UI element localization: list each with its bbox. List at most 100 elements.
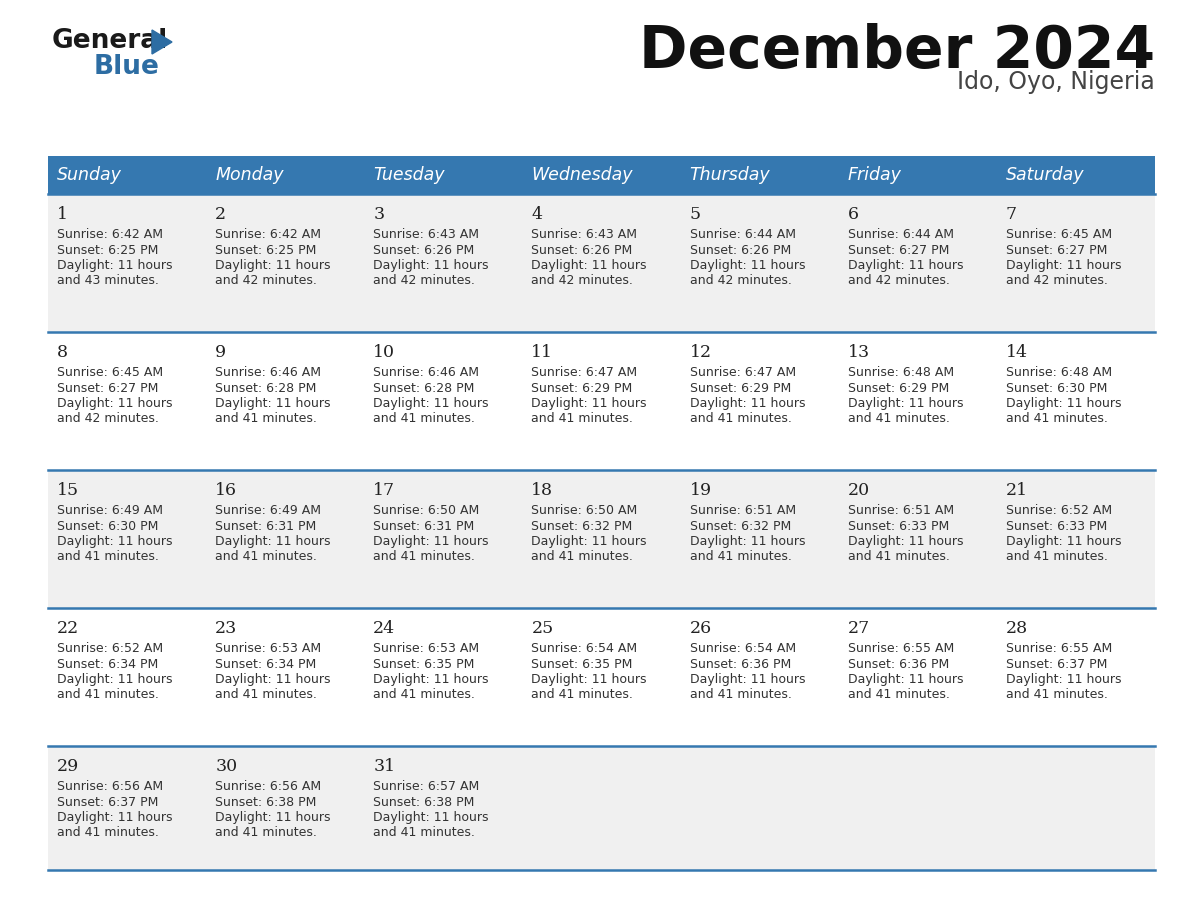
Text: Sunset: 6:25 PM: Sunset: 6:25 PM (57, 243, 158, 256)
Text: Sunrise: 6:47 AM: Sunrise: 6:47 AM (689, 366, 796, 379)
Text: Sunrise: 6:52 AM: Sunrise: 6:52 AM (57, 642, 163, 655)
Text: 24: 24 (373, 620, 396, 637)
Text: 18: 18 (531, 482, 554, 499)
Text: 5: 5 (689, 206, 701, 223)
Text: 16: 16 (215, 482, 238, 499)
Text: and 41 minutes.: and 41 minutes. (848, 688, 949, 701)
Text: Daylight: 11 hours: Daylight: 11 hours (531, 535, 647, 548)
Text: Blue: Blue (94, 54, 160, 80)
Text: Sunrise: 6:52 AM: Sunrise: 6:52 AM (1006, 504, 1112, 517)
Text: and 41 minutes.: and 41 minutes. (848, 412, 949, 426)
Text: Daylight: 11 hours: Daylight: 11 hours (689, 259, 805, 272)
Text: 25: 25 (531, 620, 554, 637)
Text: and 42 minutes.: and 42 minutes. (848, 274, 949, 287)
Text: Sunrise: 6:42 AM: Sunrise: 6:42 AM (215, 228, 321, 241)
Text: 13: 13 (848, 344, 870, 361)
Text: Wednesday: Wednesday (531, 166, 633, 184)
Text: Sunset: 6:28 PM: Sunset: 6:28 PM (215, 382, 316, 395)
Text: Sunset: 6:29 PM: Sunset: 6:29 PM (848, 382, 949, 395)
Text: Sunrise: 6:54 AM: Sunrise: 6:54 AM (689, 642, 796, 655)
Text: and 41 minutes.: and 41 minutes. (215, 826, 317, 839)
Text: 3: 3 (373, 206, 385, 223)
Text: Daylight: 11 hours: Daylight: 11 hours (1006, 673, 1121, 686)
Text: Daylight: 11 hours: Daylight: 11 hours (689, 397, 805, 410)
Text: 12: 12 (689, 344, 712, 361)
Text: Sunrise: 6:57 AM: Sunrise: 6:57 AM (373, 780, 480, 793)
Text: Thursday: Thursday (689, 166, 770, 184)
Text: Daylight: 11 hours: Daylight: 11 hours (531, 397, 647, 410)
Text: Daylight: 11 hours: Daylight: 11 hours (373, 535, 488, 548)
Text: Sunrise: 6:55 AM: Sunrise: 6:55 AM (1006, 642, 1112, 655)
Text: Sunrise: 6:48 AM: Sunrise: 6:48 AM (1006, 366, 1112, 379)
Text: Sunrise: 6:55 AM: Sunrise: 6:55 AM (848, 642, 954, 655)
Text: Daylight: 11 hours: Daylight: 11 hours (373, 811, 488, 824)
Text: and 41 minutes.: and 41 minutes. (848, 551, 949, 564)
Text: Sunset: 6:28 PM: Sunset: 6:28 PM (373, 382, 475, 395)
Text: and 41 minutes.: and 41 minutes. (373, 688, 475, 701)
Text: and 41 minutes.: and 41 minutes. (215, 551, 317, 564)
Text: 29: 29 (57, 758, 80, 775)
Text: Daylight: 11 hours: Daylight: 11 hours (373, 397, 488, 410)
Text: Sunday: Sunday (57, 166, 122, 184)
Text: Sunset: 6:34 PM: Sunset: 6:34 PM (215, 657, 316, 670)
Text: Daylight: 11 hours: Daylight: 11 hours (531, 673, 647, 686)
Text: Sunset: 6:33 PM: Sunset: 6:33 PM (1006, 520, 1107, 532)
Text: Sunrise: 6:56 AM: Sunrise: 6:56 AM (215, 780, 321, 793)
Text: and 41 minutes.: and 41 minutes. (1006, 551, 1107, 564)
Text: and 41 minutes.: and 41 minutes. (531, 551, 633, 564)
Text: 2: 2 (215, 206, 226, 223)
Text: General: General (52, 28, 169, 54)
Text: 20: 20 (848, 482, 870, 499)
Text: Sunset: 6:35 PM: Sunset: 6:35 PM (531, 657, 633, 670)
Text: Sunset: 6:38 PM: Sunset: 6:38 PM (373, 796, 475, 809)
Text: Sunset: 6:26 PM: Sunset: 6:26 PM (689, 243, 791, 256)
Text: 4: 4 (531, 206, 543, 223)
Text: Daylight: 11 hours: Daylight: 11 hours (215, 535, 330, 548)
Text: Sunrise: 6:49 AM: Sunrise: 6:49 AM (215, 504, 321, 517)
Text: 9: 9 (215, 344, 226, 361)
Text: Sunrise: 6:42 AM: Sunrise: 6:42 AM (57, 228, 163, 241)
Text: Sunset: 6:25 PM: Sunset: 6:25 PM (215, 243, 316, 256)
Bar (48, 746, 1155, 870)
Text: Sunset: 6:29 PM: Sunset: 6:29 PM (689, 382, 791, 395)
Text: and 41 minutes.: and 41 minutes. (373, 412, 475, 426)
Text: Sunset: 6:26 PM: Sunset: 6:26 PM (531, 243, 633, 256)
Text: and 41 minutes.: and 41 minutes. (215, 688, 317, 701)
Text: Sunset: 6:31 PM: Sunset: 6:31 PM (215, 520, 316, 532)
Text: Daylight: 11 hours: Daylight: 11 hours (848, 535, 963, 548)
Text: and 41 minutes.: and 41 minutes. (57, 688, 159, 701)
Text: Sunrise: 6:49 AM: Sunrise: 6:49 AM (57, 504, 163, 517)
Text: Sunset: 6:30 PM: Sunset: 6:30 PM (1006, 382, 1107, 395)
Text: and 41 minutes.: and 41 minutes. (531, 688, 633, 701)
Text: and 42 minutes.: and 42 minutes. (1006, 274, 1107, 287)
Text: and 42 minutes.: and 42 minutes. (373, 274, 475, 287)
Text: Daylight: 11 hours: Daylight: 11 hours (848, 259, 963, 272)
Text: and 41 minutes.: and 41 minutes. (689, 688, 791, 701)
Text: Sunset: 6:36 PM: Sunset: 6:36 PM (689, 657, 791, 670)
Text: Sunrise: 6:45 AM: Sunrise: 6:45 AM (57, 366, 163, 379)
Bar (48, 470, 1155, 608)
Text: Sunset: 6:37 PM: Sunset: 6:37 PM (57, 796, 158, 809)
Text: Friday: Friday (848, 166, 902, 184)
Text: Daylight: 11 hours: Daylight: 11 hours (373, 259, 488, 272)
Text: Sunset: 6:29 PM: Sunset: 6:29 PM (531, 382, 633, 395)
Text: 28: 28 (1006, 620, 1028, 637)
Text: Daylight: 11 hours: Daylight: 11 hours (848, 397, 963, 410)
Text: Sunset: 6:27 PM: Sunset: 6:27 PM (57, 382, 158, 395)
Text: Ido, Oyo, Nigeria: Ido, Oyo, Nigeria (958, 70, 1155, 94)
Text: and 42 minutes.: and 42 minutes. (57, 412, 159, 426)
Text: Sunrise: 6:44 AM: Sunrise: 6:44 AM (689, 228, 796, 241)
Text: 1: 1 (57, 206, 68, 223)
Text: and 41 minutes.: and 41 minutes. (1006, 412, 1107, 426)
Text: Sunrise: 6:56 AM: Sunrise: 6:56 AM (57, 780, 163, 793)
Text: Sunrise: 6:53 AM: Sunrise: 6:53 AM (373, 642, 480, 655)
Text: Sunset: 6:35 PM: Sunset: 6:35 PM (373, 657, 475, 670)
Text: and 41 minutes.: and 41 minutes. (689, 551, 791, 564)
Polygon shape (152, 30, 172, 54)
Text: and 42 minutes.: and 42 minutes. (215, 274, 317, 287)
Text: and 41 minutes.: and 41 minutes. (373, 551, 475, 564)
Text: Sunrise: 6:45 AM: Sunrise: 6:45 AM (1006, 228, 1112, 241)
Text: Sunrise: 6:51 AM: Sunrise: 6:51 AM (848, 504, 954, 517)
Text: Sunset: 6:27 PM: Sunset: 6:27 PM (848, 243, 949, 256)
Text: Sunrise: 6:47 AM: Sunrise: 6:47 AM (531, 366, 638, 379)
